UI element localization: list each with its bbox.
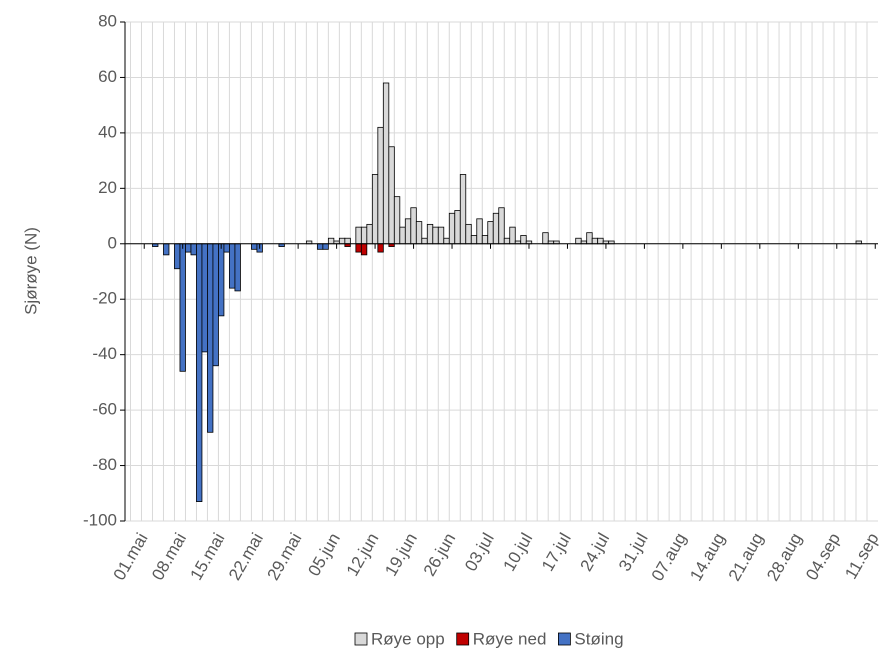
bar [179, 243, 186, 372]
x-tick-label: 15.mai [187, 530, 229, 584]
x-tick-label: 29.mai [264, 530, 306, 584]
bar [185, 243, 192, 253]
bar [234, 243, 241, 292]
bar [196, 243, 203, 502]
bar [415, 221, 423, 245]
bar [163, 243, 170, 256]
bar [492, 212, 500, 245]
x-tick-label: 07.aug [648, 530, 690, 585]
x-tick-label: 05.jun [304, 530, 344, 580]
bar [487, 221, 494, 245]
bar [481, 235, 489, 245]
y-tick-label: 40 [98, 122, 117, 141]
bar [344, 237, 351, 245]
bar [470, 235, 478, 245]
bar [174, 243, 181, 270]
bar [316, 243, 324, 250]
bar [251, 243, 258, 250]
bar [382, 82, 390, 245]
bar [223, 243, 230, 253]
bar [366, 223, 373, 245]
x-tick-label: 31.jul [615, 530, 652, 575]
legend-swatch [354, 632, 368, 646]
y-tick-label: 0 [108, 233, 117, 252]
bar [404, 218, 412, 245]
bar [388, 146, 395, 245]
y-tick-label: -20 [92, 289, 117, 308]
bar [338, 237, 346, 245]
bar [212, 243, 219, 367]
bar [322, 243, 329, 250]
x-tick-label: 10.jul [500, 530, 537, 575]
bar [448, 212, 456, 245]
bar [432, 226, 439, 245]
bar [443, 237, 450, 245]
y-tick-label: -80 [92, 455, 117, 474]
y-tick-label: 60 [98, 67, 117, 86]
legend-label: Røye opp [371, 629, 445, 648]
bar [355, 243, 362, 253]
y-tick-label: 20 [98, 178, 117, 197]
bar [371, 174, 379, 245]
x-tick-label: 04.sep [802, 530, 844, 584]
bar [190, 243, 197, 256]
bar [503, 237, 511, 245]
bar [426, 223, 434, 245]
bar [201, 243, 208, 353]
bar [476, 218, 483, 245]
y-tick-label: -60 [92, 400, 117, 419]
bar [591, 237, 599, 245]
bar [360, 243, 368, 256]
y-axis-label: Sjørøye (N) [21, 227, 40, 315]
legend-label: Røye ned [473, 629, 547, 648]
bar [454, 210, 461, 245]
bar [377, 243, 384, 253]
bar [355, 226, 362, 245]
legend-swatch [456, 632, 470, 646]
bar [597, 237, 604, 245]
bar [509, 226, 516, 245]
legend-swatch [558, 632, 571, 646]
bar [586, 232, 593, 245]
x-tick-label: 21.aug [725, 530, 767, 585]
bar [459, 174, 467, 245]
bar [465, 223, 472, 245]
x-tick-label: 28.aug [763, 530, 805, 585]
bar [207, 243, 214, 433]
x-tick-label: 26.jun [420, 530, 460, 580]
bar [542, 232, 549, 245]
bar [327, 237, 335, 245]
bar [377, 126, 384, 245]
x-tick-label: 12.jun [343, 530, 383, 580]
bar [360, 226, 368, 245]
legend-label: Støing [574, 629, 623, 648]
x-tick-label: 22.mai [225, 530, 267, 584]
y-tick-label: -100 [83, 510, 117, 529]
bar [498, 207, 505, 245]
bar [410, 207, 417, 245]
bar [520, 235, 527, 245]
bar [575, 237, 582, 245]
y-tick-label: -40 [92, 344, 117, 363]
y-tick-label: 80 [98, 11, 117, 30]
bar [421, 237, 428, 245]
x-tick-label: 24.jul [577, 530, 614, 575]
x-tick-label: 17.jul [538, 530, 575, 575]
bar [218, 243, 225, 317]
x-tick-label: 14.aug [686, 530, 728, 585]
x-tick-label: 01.mai [110, 530, 152, 584]
x-tick-label: 19.jun [381, 530, 421, 580]
bar [437, 226, 445, 245]
bar [399, 226, 406, 245]
x-tick-label: 08.mai [148, 530, 190, 584]
bar [229, 243, 236, 289]
bar [393, 196, 401, 245]
x-tick-label: 03.jul [461, 530, 498, 575]
x-tick-label: 11.sep [841, 530, 882, 583]
